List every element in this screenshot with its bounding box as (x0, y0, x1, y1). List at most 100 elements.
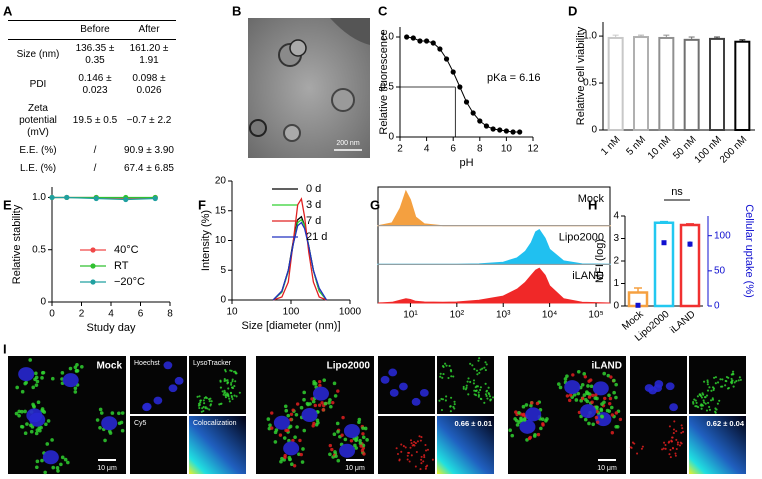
cy5-signal (678, 444, 682, 447)
cy5-signal (295, 402, 300, 406)
data-point (463, 99, 470, 105)
cy5-signal (361, 432, 365, 436)
lysosome (224, 368, 227, 372)
cy5-signal (416, 440, 419, 443)
cy5-signal (426, 448, 429, 451)
cy5-signal (424, 444, 427, 447)
lysosome (727, 376, 730, 379)
lysosome (66, 460, 70, 465)
lysosome (714, 411, 717, 414)
table-cell: −0.7 ± 2.2 (126, 115, 172, 126)
nucleus (654, 380, 664, 388)
cy5-signal (676, 443, 679, 446)
cy5-signal (406, 454, 409, 457)
cy5-signal (541, 423, 545, 427)
cy5-signal (424, 467, 427, 470)
bar (683, 38, 700, 132)
cy5-signal (291, 438, 295, 443)
lysosome (706, 383, 709, 386)
lysosome (612, 390, 616, 395)
lysosome (732, 373, 735, 376)
lysosome (716, 381, 720, 384)
cy5-signal (609, 375, 613, 379)
lysosome (732, 385, 735, 388)
x-tick-label: 10² (450, 310, 465, 321)
y-tick-label: 0.5 (380, 82, 394, 93)
lysosome (50, 376, 55, 381)
lysosome (441, 398, 445, 401)
lysosome (583, 417, 588, 422)
lysosome (438, 399, 441, 402)
lysosome (20, 409, 24, 414)
lysosome (23, 381, 27, 386)
cy5-signal (318, 383, 322, 388)
lysosome (707, 401, 710, 404)
cy5-signal (675, 438, 678, 441)
cy5-signal (402, 445, 405, 448)
coloc-coefficient: 0.62 ± 0.04 (707, 419, 745, 428)
x-tick-label: 10 (226, 307, 238, 318)
x-tick-label: 4 (424, 144, 430, 155)
legend-label: −20°C (114, 276, 145, 288)
histogram-area (377, 267, 611, 304)
lysosome (358, 438, 362, 443)
cy5-signal (395, 447, 398, 450)
lysosome (80, 364, 84, 369)
lysosome (34, 371, 38, 376)
lysosome (273, 440, 278, 444)
lysosome (38, 428, 42, 433)
lysosome (20, 389, 25, 394)
lysosome (315, 418, 320, 423)
nucleus (153, 396, 163, 405)
cy5-signal (330, 447, 334, 452)
data-point (437, 46, 443, 52)
lysosome (449, 405, 452, 408)
lysosome (462, 385, 465, 389)
lysosome (99, 411, 104, 415)
lysosome (576, 369, 581, 374)
cy5-signal (289, 412, 294, 416)
lysosome (476, 373, 479, 376)
row-label: Zeta potential (mV) (19, 103, 57, 138)
lysosome (489, 398, 492, 401)
lysosome (708, 408, 712, 411)
cy5-signal (680, 431, 683, 434)
lysosome (290, 462, 294, 466)
cy5-signal (425, 449, 428, 452)
lysosome (44, 422, 48, 427)
cy5-signal (614, 411, 619, 415)
lysosome (615, 425, 620, 429)
table-cell: 67.4 ± 6.85 (124, 163, 174, 174)
series-line (272, 197, 327, 301)
lysosome (354, 438, 358, 442)
cy5-signal (594, 393, 598, 397)
lysosome (334, 454, 338, 459)
cy5-signal (587, 379, 591, 383)
row-label: Mock (578, 193, 605, 205)
lysosome (35, 465, 39, 470)
cy5-signal (313, 403, 318, 408)
lysosome (706, 380, 709, 384)
lysosome (524, 403, 529, 407)
y2-axis-label: Cellular uptake (%) (743, 204, 755, 298)
channel-image (189, 416, 246, 474)
cy5-signal (671, 436, 674, 439)
lysosome (721, 385, 724, 388)
data-point (450, 69, 456, 75)
lysosome (695, 405, 698, 408)
cy5-signal (409, 446, 412, 449)
lysosome (450, 375, 453, 378)
vesicle (289, 39, 307, 57)
cy5-signal (299, 452, 303, 457)
cy5-signal (672, 428, 676, 431)
lysosome (472, 379, 476, 382)
lysosome (31, 385, 36, 390)
table-cell: 0.098 ± 0.026 (132, 73, 166, 96)
legend-marker (90, 247, 96, 253)
channel-label: Colocalization (193, 420, 237, 427)
lysosome (280, 456, 284, 461)
lysosome (299, 405, 304, 410)
lysosome (733, 381, 736, 384)
lysosome (235, 395, 238, 398)
lysosome (476, 385, 479, 388)
